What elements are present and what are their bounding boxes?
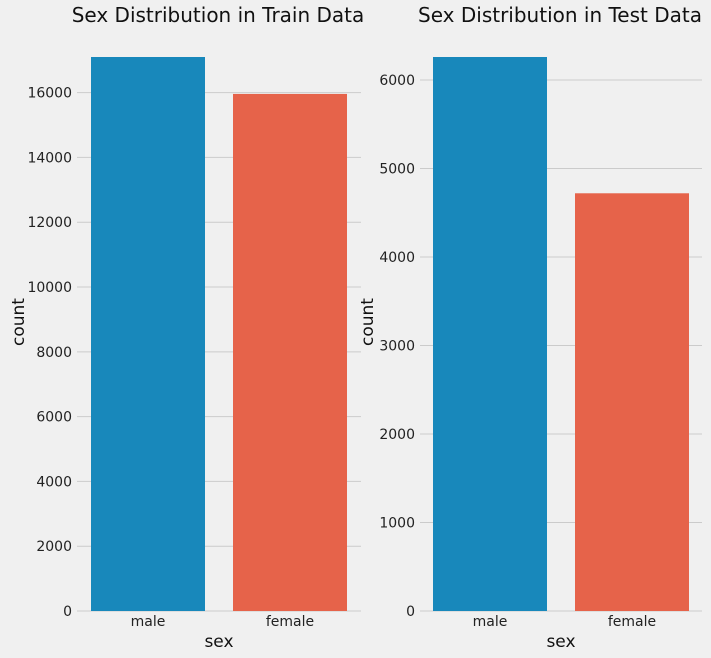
test-y-axis-label: count [358,298,378,346]
test-y-tick-label: 6000 [379,73,415,89]
test-y-tick-label: 2000 [379,427,415,443]
train-y-tick-label: 8000 [36,345,72,361]
test-x-tick-label-female: female [608,614,656,630]
test-chart: Sex Distribution in Test Data sex count … [358,3,702,652]
test-bar-female [575,193,689,611]
train-y-tick-label: 2000 [36,539,72,555]
train-y-tick-label: 0 [63,604,72,620]
train-y-tick-label: 6000 [36,410,72,426]
test-bar-male [433,57,547,611]
train-y-axis-label: count [9,298,29,346]
test-chart-title: Sex Distribution in Test Data [418,3,702,27]
train-bar-male [91,57,205,611]
test-y-tick-label: 5000 [379,162,415,178]
train-y-tick-label: 14000 [27,150,72,166]
test-x-tick-label-male: male [473,614,508,630]
train-bar-female [233,93,347,611]
train-x-tick-label-female: female [266,614,314,630]
train-y-tick-label: 16000 [27,86,72,102]
test-y-tick-label: 4000 [379,250,415,266]
train-chart: Sex Distribution in Train Data sex count… [9,3,364,652]
train-y-tick-label: 12000 [27,215,72,231]
train-y-tick-label: 4000 [36,474,72,490]
train-y-tick-label: 10000 [27,280,72,296]
test-y-tick-label: 3000 [379,339,415,355]
test-x-axis-label: sex [546,632,575,652]
train-chart-title: Sex Distribution in Train Data [72,3,365,27]
test-y-tick-label: 0 [406,604,415,620]
test-y-tick-label: 1000 [379,516,415,532]
train-x-tick-label-male: male [131,614,166,630]
train-x-axis-label: sex [204,632,233,652]
